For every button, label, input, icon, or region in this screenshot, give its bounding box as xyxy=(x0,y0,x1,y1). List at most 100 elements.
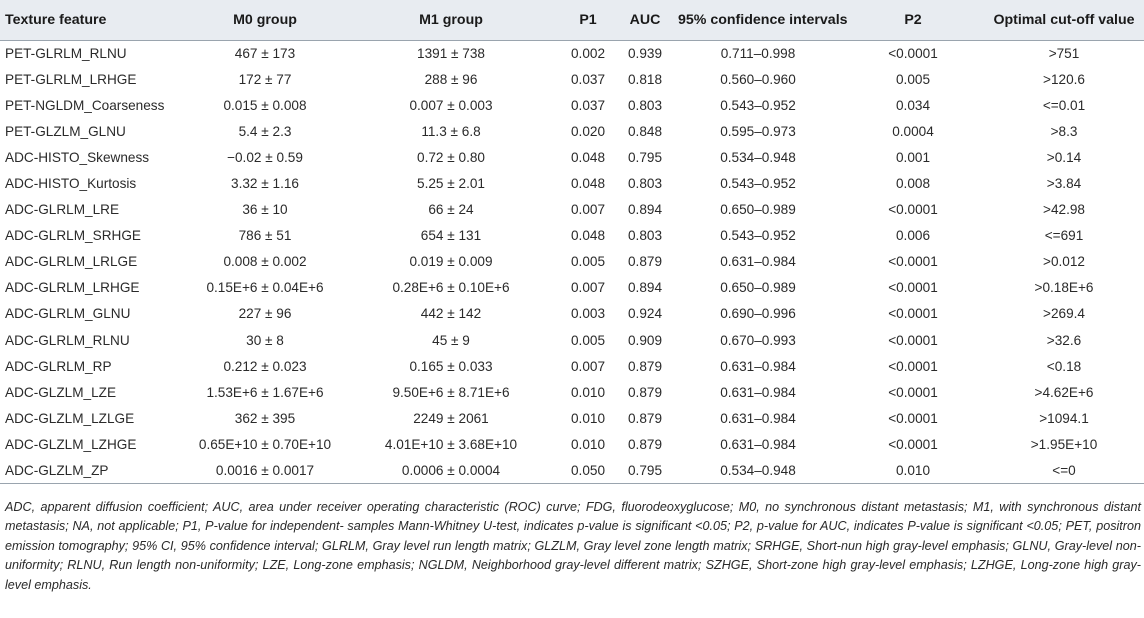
cell-p1: 0.037 xyxy=(570,71,606,87)
cell-texture-feature: ADC-GLRLM_LRHGE xyxy=(5,280,140,296)
cell-cutoff-value: >3.84 xyxy=(1046,176,1082,192)
cell-confidence-interval: 0.711–0.998 xyxy=(720,45,796,61)
table-row: ADC-GLRLM_GLNU 227 ± 96 442 ± 142 0.003 0.92… xyxy=(0,301,1144,327)
cell-cutoff-value: >0.012 xyxy=(1043,254,1085,270)
cell-p1: 0.048 xyxy=(570,176,606,192)
cell-m0-group: 0.212 ± 0.023 xyxy=(223,358,307,374)
table-row: ADC-GLZLM_LZHGE 0.65E+10 ± 0.70E+10 4.01E+… xyxy=(0,431,1144,457)
cell-p1: 0.007 xyxy=(570,358,606,374)
cell-auc: 0.894 xyxy=(627,280,663,296)
cell-confidence-interval: 0.543–0.952 xyxy=(720,176,796,192)
table-row: ADC-GLRLM_LRLGE 0.008 ± 0.002 0.019 ± 0.00… xyxy=(0,249,1144,275)
table-row: ADC-HISTO_Kurtosis 3.32 ± 1.16 5.25 ± 2.01… xyxy=(0,170,1144,196)
cell-cutoff-value: >8.3 xyxy=(1050,123,1078,139)
cell-confidence-interval: 0.595–0.973 xyxy=(720,123,796,139)
cell-m1-group: 442 ± 142 xyxy=(420,306,482,322)
cell-texture-feature: ADC-GLRLM_LRE xyxy=(5,202,120,218)
cell-p2: <0.0001 xyxy=(888,332,938,348)
cell-cutoff-value: <=0 xyxy=(984,457,1144,485)
cell-confidence-interval: 0.631–0.984 xyxy=(720,410,796,426)
cell-p1: 0.003 xyxy=(570,306,606,322)
cell-p2: 0.008 xyxy=(895,176,931,192)
cell-p2: <0.0001 xyxy=(888,202,938,218)
cell-m0-group: 5.4 ± 2.3 xyxy=(238,123,292,139)
cell-cutoff-value: >0.14 xyxy=(1046,149,1082,165)
table-row: ADC-GLRLM_SRHGE 786 ± 51 654 ± 131 0.048 0.8… xyxy=(0,223,1144,249)
cell-m0-group: 227 ± 96 xyxy=(238,306,292,322)
cell-p2: 0.006 xyxy=(895,228,931,244)
cell-p1: 0.005 xyxy=(570,254,606,270)
cell-texture-feature: PET-GLRLM_RLNU xyxy=(5,45,127,61)
table-row: PET-GLRLM_RLNU 467 ± 173 1391 ± 738 0.002 0.… xyxy=(0,40,1144,66)
table-row: ADC-GLRLM_LRE 36 ± 10 66 ± 24 0.007 0.894 0.6… xyxy=(0,197,1144,223)
cell-m1-group: 0.28E+6 ± 0.10E+6 xyxy=(392,280,510,296)
cell-m0-group: 172 ± 77 xyxy=(238,71,292,87)
cell-m1-group: 1391 ± 738 xyxy=(417,45,485,61)
cell-cutoff-value: >42.98 xyxy=(1043,202,1085,218)
cell-auc: 0.894 xyxy=(627,202,663,218)
cell-cutoff-value: >1094.1 xyxy=(1039,410,1089,426)
cell-m1-group: 66 ± 24 xyxy=(428,202,474,218)
cell-confidence-interval: 0.631–0.984 xyxy=(720,358,796,374)
cell-confidence-interval: 0.690–0.996 xyxy=(720,306,796,322)
cell-texture-feature: ADC-GLRLM_SRHGE xyxy=(5,228,141,244)
cell-confidence-interval: 0.534–0.948 xyxy=(674,457,842,485)
table-row: PET-NGLDM_Coarseness 0.015 ± 0.008 0.007 ±… xyxy=(0,92,1144,118)
table-row: PET-GLRLM_LRHGE 172 ± 77 288 ± 96 0.037 0.81… xyxy=(0,66,1144,92)
cell-m0-group: 467 ± 173 xyxy=(234,45,296,61)
cell-auc: 0.924 xyxy=(627,306,663,322)
cell-m0-group: 362 ± 395 xyxy=(234,410,296,426)
cell-m1-group: 0.72 ± 0.80 xyxy=(417,149,485,165)
cell-p2: 0.005 xyxy=(895,71,931,87)
cell-auc: 0.909 xyxy=(627,332,663,348)
cell-m1-group: 5.25 ± 2.01 xyxy=(417,176,485,192)
header-auc: AUC xyxy=(616,0,674,41)
cell-confidence-interval: 0.670–0.993 xyxy=(720,332,796,348)
cell-texture-feature: PET-GLRLM_LRHGE xyxy=(5,71,137,87)
cell-texture-feature: ADC-GLRLM_LRLGE xyxy=(5,254,138,270)
cell-m1-group: 0.0006 ± 0.0004 xyxy=(342,457,560,485)
cell-p2: <0.0001 xyxy=(888,280,938,296)
cell-confidence-interval: 0.543–0.952 xyxy=(720,97,796,113)
cell-m0-group: 0.008 ± 0.002 xyxy=(223,254,307,270)
cell-m1-group: 0.007 ± 0.003 xyxy=(409,97,493,113)
cell-m1-group: 2249 ± 2061 xyxy=(413,410,489,426)
table-row: PET-GLZLM_GLNU 5.4 ± 2.3 11.3 ± 6.8 0.020 0.… xyxy=(0,118,1144,144)
cell-m0-group: 0.0016 ± 0.0017 xyxy=(188,457,342,485)
cell-m1-group: 4.01E+10 ± 3.68E+10 xyxy=(384,436,518,452)
cell-m0-group: 0.65E+10 ± 0.70E+10 xyxy=(198,436,332,452)
cell-texture-feature: ADC-GLRLM_RP xyxy=(5,358,112,374)
cell-texture-feature: ADC-GLZLM_ZP xyxy=(0,457,188,485)
cell-cutoff-value: >269.4 xyxy=(1043,306,1085,322)
cell-p1: 0.037 xyxy=(570,97,606,113)
cell-m0-group: 3.32 ± 1.16 xyxy=(231,176,299,192)
cell-cutoff-value: >4.62E+6 xyxy=(1034,384,1094,400)
texture-feature-table: Texture feature M0 group M1 group P1 AUC… xyxy=(0,0,1144,485)
cell-auc: 0.803 xyxy=(627,97,663,113)
cell-cutoff-value: >751 xyxy=(1048,45,1080,61)
cell-confidence-interval: 0.631–0.984 xyxy=(720,436,796,452)
cell-auc: 0.795 xyxy=(627,149,663,165)
cell-p1: 0.048 xyxy=(570,228,606,244)
cell-auc: 0.939 xyxy=(627,45,663,61)
cell-p2: <0.0001 xyxy=(888,45,938,61)
table-row: ADC-GLRLM_RP 0.212 ± 0.023 0.165 ± 0.033 0.… xyxy=(0,353,1144,379)
cell-p1: 0.048 xyxy=(570,149,606,165)
cell-p2: <0.0001 xyxy=(888,358,938,374)
cell-p1: 0.010 xyxy=(570,436,606,452)
table-header: Texture feature M0 group M1 group P1 AUC… xyxy=(0,0,1144,41)
table-row: ADC-GLZLM_LZE 1.53E+6 ± 1.67E+6 9.50E+6 ± … xyxy=(0,379,1144,405)
header-confidence-intervals: 95% confidence intervals xyxy=(674,0,848,41)
cell-cutoff-value: >0.18E+6 xyxy=(1034,280,1094,296)
cell-p1: 0.002 xyxy=(570,45,606,61)
cell-m1-group: 0.165 ± 0.033 xyxy=(409,358,493,374)
header-row: Texture feature M0 group M1 group P1 AUC… xyxy=(0,0,1144,41)
cell-p2: <0.0001 xyxy=(888,384,938,400)
header-m0-group: M0 group xyxy=(188,0,342,41)
cell-confidence-interval: 0.631–0.984 xyxy=(720,384,796,400)
cell-m0-group: 0.015 ± 0.008 xyxy=(223,97,307,113)
cell-m1-group: 654 ± 131 xyxy=(420,228,482,244)
cell-p1: 0.007 xyxy=(570,202,606,218)
cell-cutoff-value: <0.18 xyxy=(1046,358,1082,374)
